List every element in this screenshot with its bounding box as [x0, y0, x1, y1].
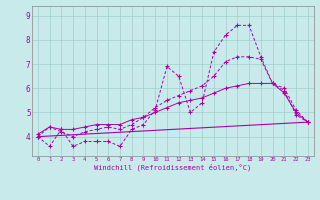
X-axis label: Windchill (Refroidissement éolien,°C): Windchill (Refroidissement éolien,°C)	[94, 164, 252, 171]
